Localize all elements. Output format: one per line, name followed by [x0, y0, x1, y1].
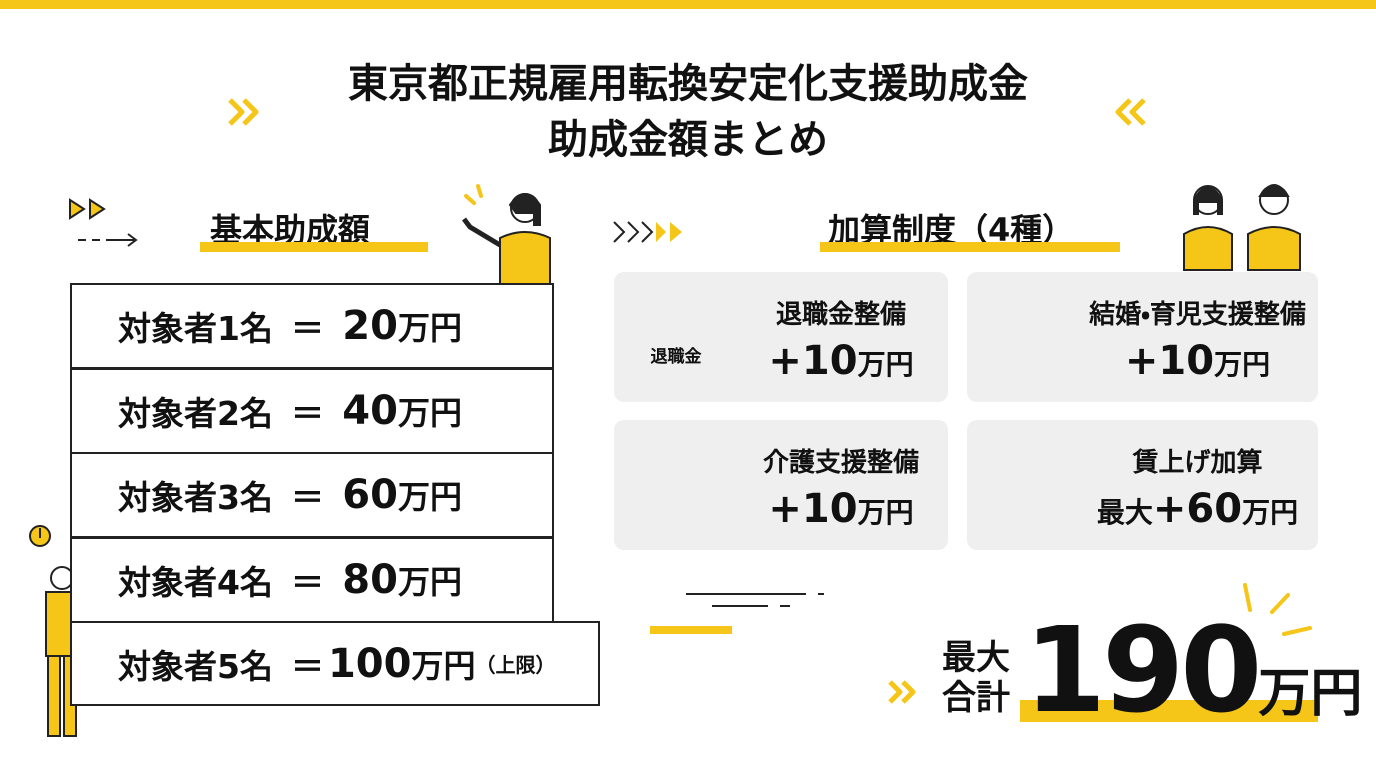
card-title: 賃上げ加算	[1132, 448, 1263, 478]
row-amount: 80	[342, 556, 398, 603]
icon-label: 退職金	[650, 347, 702, 367]
row-eq: ＝	[290, 478, 324, 517]
heading-underline	[200, 242, 428, 252]
row-eq: ＝	[290, 562, 324, 602]
subtitle: 助成金額まとめ	[548, 117, 828, 163]
row-amount: 40	[342, 387, 398, 434]
card-amount: 最大+60万円	[1077, 486, 1318, 532]
total-amount: 190	[1024, 601, 1262, 739]
row-note: （上限）	[475, 653, 556, 677]
row-label: 対象者3名	[118, 478, 273, 517]
table-row: 対象者5名 ＝ 100 万円 （上限）	[70, 621, 600, 706]
card-unit: 万円	[857, 348, 914, 381]
table-row: 対象者4名 ＝ 80 万円	[70, 536, 554, 623]
row-label: 対象者4名	[118, 562, 273, 602]
row-eq: ＝	[290, 646, 324, 686]
addon-card	[967, 272, 1318, 402]
row-amount: 100	[327, 640, 412, 687]
card-value: +10	[768, 338, 858, 384]
top-bar	[0, 0, 1376, 9]
card-amount: +10万円	[734, 338, 948, 384]
total-unit: 万円	[1258, 664, 1363, 724]
card-value: +10	[1124, 338, 1215, 384]
total-value: 190万円	[1024, 610, 1362, 766]
row-label: 対象者1名	[118, 309, 273, 348]
row-unit: 万円	[397, 478, 462, 516]
card-title: 退職金整備	[775, 300, 906, 330]
card-value: +60	[1152, 486, 1243, 532]
row-label: 対象者2名	[118, 393, 273, 433]
addon-card	[967, 420, 1318, 550]
total-label: 最大 合計	[942, 638, 1010, 718]
heading-underline	[820, 242, 1120, 252]
table-row: 対象者1名 ＝ 20 万円	[70, 283, 554, 369]
card-title: 結婚・育児支援整備	[1089, 300, 1306, 330]
card-amount: +10万円	[1077, 338, 1318, 384]
row-amount: 60	[342, 472, 398, 518]
total-label-line: 合計	[942, 678, 1010, 718]
row-amount: 20	[342, 303, 398, 349]
card-prefix: 最大	[1096, 496, 1153, 529]
row-unit: 万円	[411, 646, 476, 685]
total-label-line: 最大	[942, 638, 1010, 678]
total-underline	[1020, 700, 1318, 722]
card-amount: +10万円	[734, 486, 948, 532]
table-row: 対象者2名 ＝ 40 万円	[70, 367, 554, 454]
table-row: 対象者3名 ＝ 60 万円	[70, 452, 554, 538]
card-unit: 万円	[857, 496, 914, 529]
row-unit: 万円	[397, 562, 462, 601]
row-label: 対象者5名	[118, 646, 273, 686]
row-unit: 万円	[397, 393, 462, 432]
addon-card	[614, 272, 948, 402]
card-value: +10	[768, 486, 858, 532]
title: 東京都正規雇用転換安定化支援助成金	[348, 61, 1028, 107]
row-eq: ＝	[290, 309, 324, 348]
card-title: 介護支援整備	[762, 448, 919, 478]
card-unit: 万円	[1214, 348, 1271, 381]
addon-card	[614, 420, 948, 550]
row-eq: ＝	[290, 393, 324, 433]
card-unit: 万円	[1242, 496, 1299, 529]
row-unit: 万円	[397, 309, 462, 347]
